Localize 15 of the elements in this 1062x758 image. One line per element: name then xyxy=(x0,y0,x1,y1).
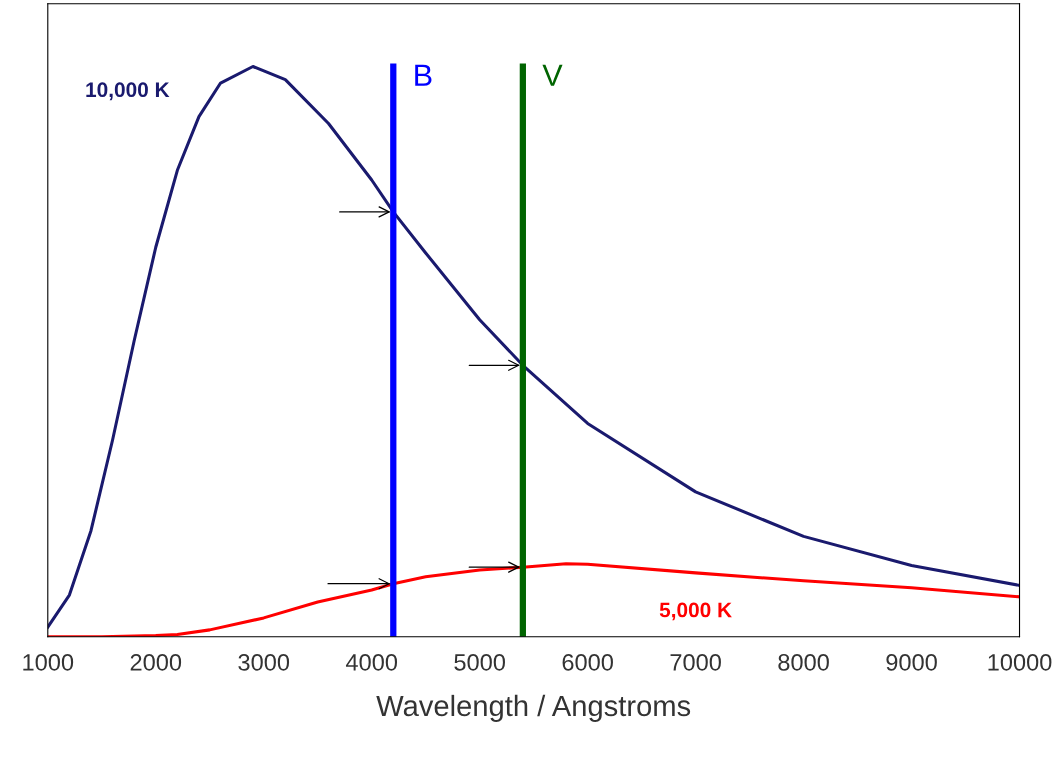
x-tick-label: 8000 xyxy=(778,654,829,671)
x-tick-label: 2000 xyxy=(130,654,182,671)
ref-line-label: V xyxy=(542,64,563,86)
x-tick-label: 4000 xyxy=(345,654,398,671)
x-tick-label: 9000 xyxy=(886,654,937,671)
x-tick-label: 3000 xyxy=(238,654,290,671)
series-label: 10,000 K xyxy=(86,82,170,101)
ref-line-label: B xyxy=(415,64,432,86)
x-axis-title: Wavelength / Angstroms xyxy=(376,694,691,723)
x-tick-label: 5000 xyxy=(454,654,506,671)
x-tick-label: 6000 xyxy=(562,654,613,671)
x-tick-label: 10000 xyxy=(988,654,1052,671)
x-tick-label: 1000 xyxy=(23,654,74,671)
x-tick-label: 7000 xyxy=(670,654,721,671)
series-label: 5,000 K xyxy=(659,602,732,621)
